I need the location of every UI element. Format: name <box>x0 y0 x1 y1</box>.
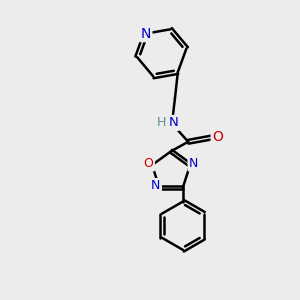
Text: N: N <box>189 157 198 170</box>
Text: N: N <box>140 27 151 41</box>
Text: O: O <box>144 157 154 170</box>
Text: N: N <box>151 179 160 193</box>
Text: H: H <box>157 116 166 129</box>
Text: O: O <box>212 130 223 144</box>
Text: N: N <box>169 116 178 129</box>
